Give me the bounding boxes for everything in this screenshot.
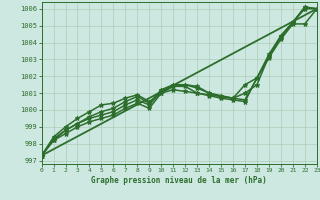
X-axis label: Graphe pression niveau de la mer (hPa): Graphe pression niveau de la mer (hPa) bbox=[91, 176, 267, 185]
